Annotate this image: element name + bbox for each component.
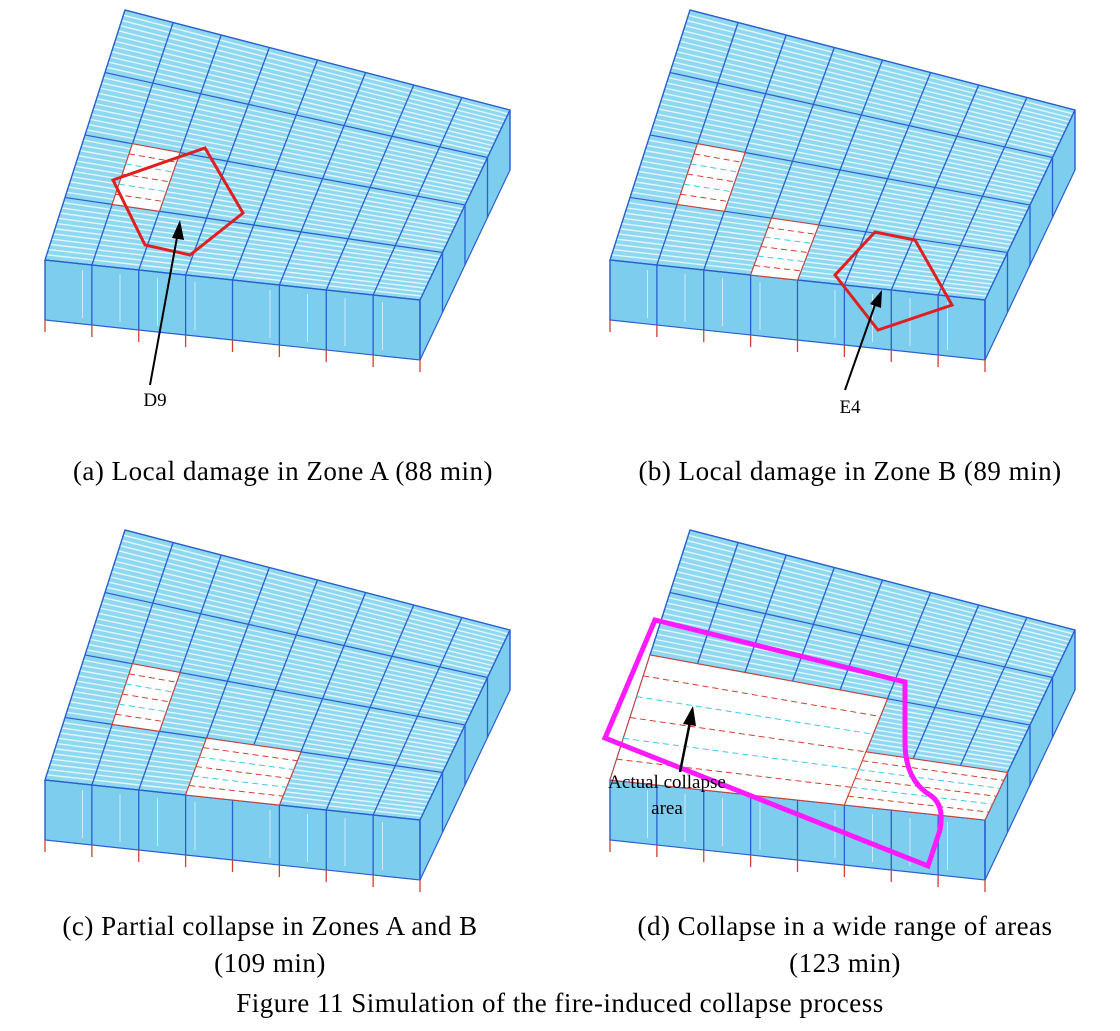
annotation: Actual collapse [608, 772, 726, 793]
annotation: D9 [143, 390, 166, 411]
annotation: E4 [839, 397, 861, 418]
models [45, 10, 1075, 892]
caption: (c) Partial collapse in Zones A and B [62, 911, 477, 941]
caption: (a) Local damage in Zone A (88 min) [73, 456, 493, 486]
page: D9 E4 Actual collapse area (a) Local dam… [0, 0, 1120, 1031]
annotation: area [651, 798, 683, 819]
structure-model [610, 10, 1075, 372]
structure-model [45, 530, 510, 892]
caption: (d) Collapse in a wide range of areas [637, 911, 1052, 941]
caption: (123 min) [789, 948, 901, 978]
caption: (b) Local damage in Zone B (89 min) [638, 456, 1061, 486]
structure-model [610, 530, 1075, 892]
structure-model [45, 10, 510, 372]
caption: (109 min) [214, 948, 326, 978]
figure: D9 E4 Actual collapse area (a) Local dam… [0, 0, 1120, 1031]
figure-caption: Figure 11 Simulation of the fire-induced… [236, 988, 884, 1018]
